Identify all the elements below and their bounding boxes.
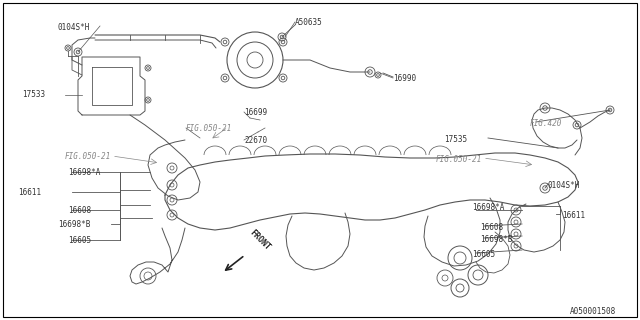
Text: FIG.050-21: FIG.050-21 [65,152,111,161]
Text: 17533: 17533 [22,90,45,99]
Text: 16608: 16608 [480,223,503,232]
Text: A050001508: A050001508 [570,307,616,316]
Text: 16698*A: 16698*A [472,203,504,212]
Text: FIG.050-21: FIG.050-21 [186,124,232,133]
Text: FIG.420: FIG.420 [530,119,563,128]
Text: 16699: 16699 [244,108,267,117]
Text: 0104S*H: 0104S*H [58,23,90,32]
Text: 16990: 16990 [393,74,416,83]
Text: FIG.050-21: FIG.050-21 [436,155,483,164]
Text: FRONT: FRONT [248,228,272,252]
Text: A50635: A50635 [295,18,323,27]
Text: 16608: 16608 [68,206,91,215]
Text: 16611: 16611 [562,211,585,220]
Text: 16605: 16605 [472,250,495,259]
Text: 22670: 22670 [244,136,267,145]
Text: 16698*A: 16698*A [68,168,100,177]
Text: 0104S*H: 0104S*H [548,181,580,190]
Text: 16611: 16611 [18,188,41,197]
Text: 16605: 16605 [68,236,91,245]
Text: 16698*B: 16698*B [480,235,513,244]
Text: 17535: 17535 [444,135,467,144]
Text: 16698*B: 16698*B [58,220,90,229]
